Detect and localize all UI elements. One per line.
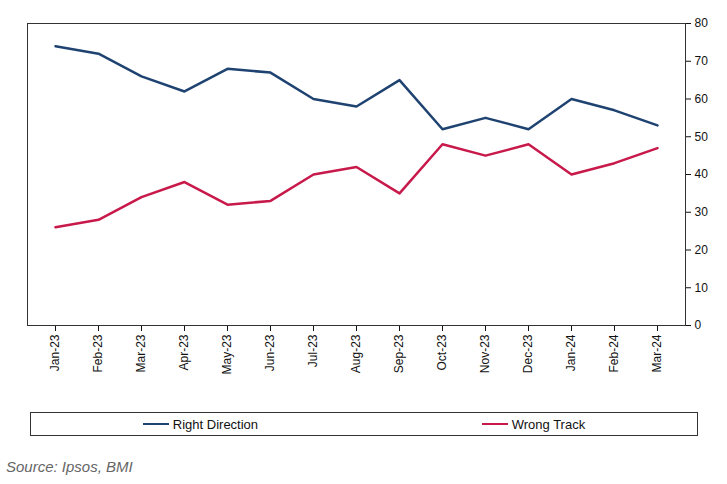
- svg-text:40: 40: [695, 167, 709, 181]
- svg-text:60: 60: [695, 92, 709, 106]
- svg-text:70: 70: [695, 54, 709, 68]
- svg-text:10: 10: [695, 281, 709, 295]
- svg-text:Oct-23: Oct-23: [435, 334, 449, 370]
- html-text:Source: Ipsos, BMI: Source: Ipsos, BMI: [6, 458, 133, 475]
- svg-text:May-23: May-23: [220, 334, 234, 374]
- svg-text:Feb-23: Feb-23: [91, 334, 105, 372]
- svg-text:Jul-23: Jul-23: [306, 334, 320, 367]
- svg-text:Mar-24: Mar-24: [650, 334, 664, 372]
- svg-text:Jan-23: Jan-23: [48, 334, 62, 371]
- svg-text:Jan-24: Jan-24: [564, 334, 578, 371]
- svg-text:0: 0: [695, 318, 702, 332]
- html-text:Wrong Track: Wrong Track: [511, 416, 586, 432]
- svg-text:Apr-23: Apr-23: [177, 334, 191, 370]
- svg-text:50: 50: [695, 130, 709, 144]
- svg-text:Feb-24: Feb-24: [607, 334, 621, 372]
- svg-text:Sep-23: Sep-23: [392, 334, 406, 373]
- svg-text:30: 30: [695, 205, 709, 219]
- svg-text:Nov-23: Nov-23: [478, 334, 492, 373]
- svg-text:Dec-23: Dec-23: [521, 334, 535, 373]
- svg-text:Aug-23: Aug-23: [349, 334, 363, 373]
- svg-text:20: 20: [695, 243, 709, 257]
- html-text:Right Direction: Right Direction: [172, 416, 259, 432]
- svg-text:Jun-23: Jun-23: [263, 334, 277, 371]
- svg-text:80: 80: [695, 16, 709, 30]
- svg-text:Mar-23: Mar-23: [134, 334, 148, 372]
